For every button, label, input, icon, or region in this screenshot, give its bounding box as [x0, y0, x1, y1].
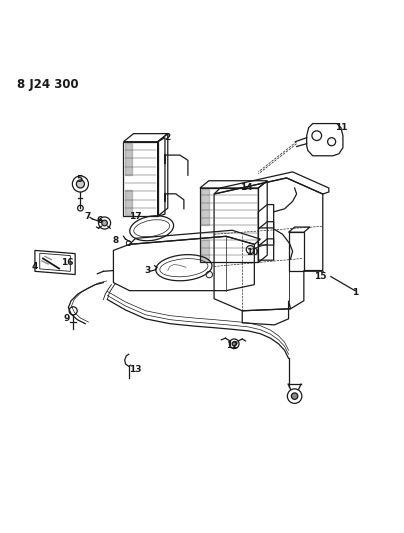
Text: 7: 7	[84, 212, 90, 221]
Text: 8 J24 300: 8 J24 300	[17, 78, 78, 91]
Text: 15: 15	[315, 272, 327, 281]
Text: 4: 4	[32, 262, 38, 271]
Text: 8: 8	[112, 236, 118, 245]
Text: 5: 5	[76, 175, 82, 184]
Polygon shape	[201, 189, 209, 225]
Text: 12: 12	[226, 341, 238, 350]
Text: 9: 9	[64, 314, 70, 324]
Text: 1: 1	[352, 288, 358, 297]
Text: 10: 10	[246, 248, 259, 257]
Text: 16: 16	[61, 258, 74, 267]
Text: 11: 11	[335, 123, 347, 132]
Circle shape	[102, 220, 107, 226]
Text: 17: 17	[129, 212, 142, 221]
Polygon shape	[125, 143, 132, 175]
Circle shape	[232, 342, 236, 346]
Circle shape	[291, 393, 298, 399]
Text: 2: 2	[165, 133, 171, 142]
Circle shape	[76, 180, 84, 188]
Polygon shape	[201, 240, 209, 261]
Text: 13: 13	[129, 365, 142, 374]
Polygon shape	[125, 190, 132, 215]
Text: 6: 6	[96, 216, 103, 225]
Bar	[124, 142, 158, 216]
Bar	[200, 188, 259, 262]
Text: 14: 14	[240, 183, 252, 192]
Text: 3: 3	[145, 266, 151, 275]
Bar	[288, 232, 304, 271]
